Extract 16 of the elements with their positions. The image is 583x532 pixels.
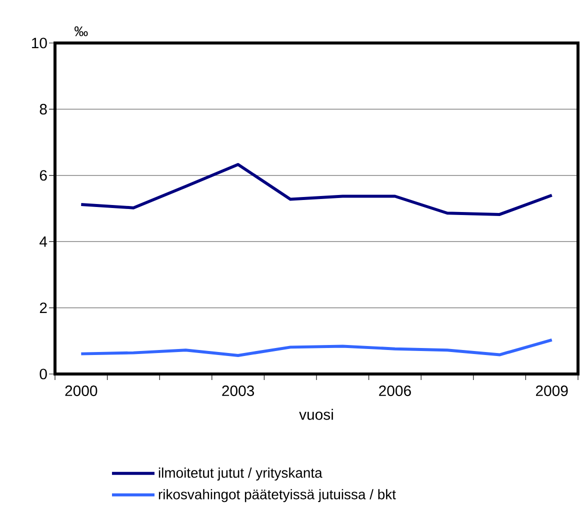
x-tick-label: 2000 bbox=[65, 385, 98, 396]
x-axis-title: vuosi bbox=[299, 408, 333, 420]
y-tick-label: 4 bbox=[40, 236, 48, 247]
line-series bbox=[80, 162, 554, 216]
y-tick-label: 8 bbox=[40, 104, 47, 114]
y-tick-label: 10 bbox=[32, 38, 47, 48]
y-tick-label: 0 bbox=[40, 368, 47, 380]
legend-label: rikosvahingot päätetyissä jutuissa / bkt bbox=[158, 489, 396, 502]
y-tick-label: 6 bbox=[40, 170, 47, 181]
x-tick-label: 2006 bbox=[379, 385, 411, 396]
x-tick-label: 2009 bbox=[536, 385, 568, 396]
x-tick-label: 2003 bbox=[222, 385, 254, 396]
y-axis-title: ‰ bbox=[74, 26, 88, 36]
y-tick-label: 2 bbox=[40, 302, 47, 314]
line-series bbox=[80, 338, 554, 357]
legend-label: ilmoitetut jutut / yrityskanta bbox=[158, 468, 322, 481]
